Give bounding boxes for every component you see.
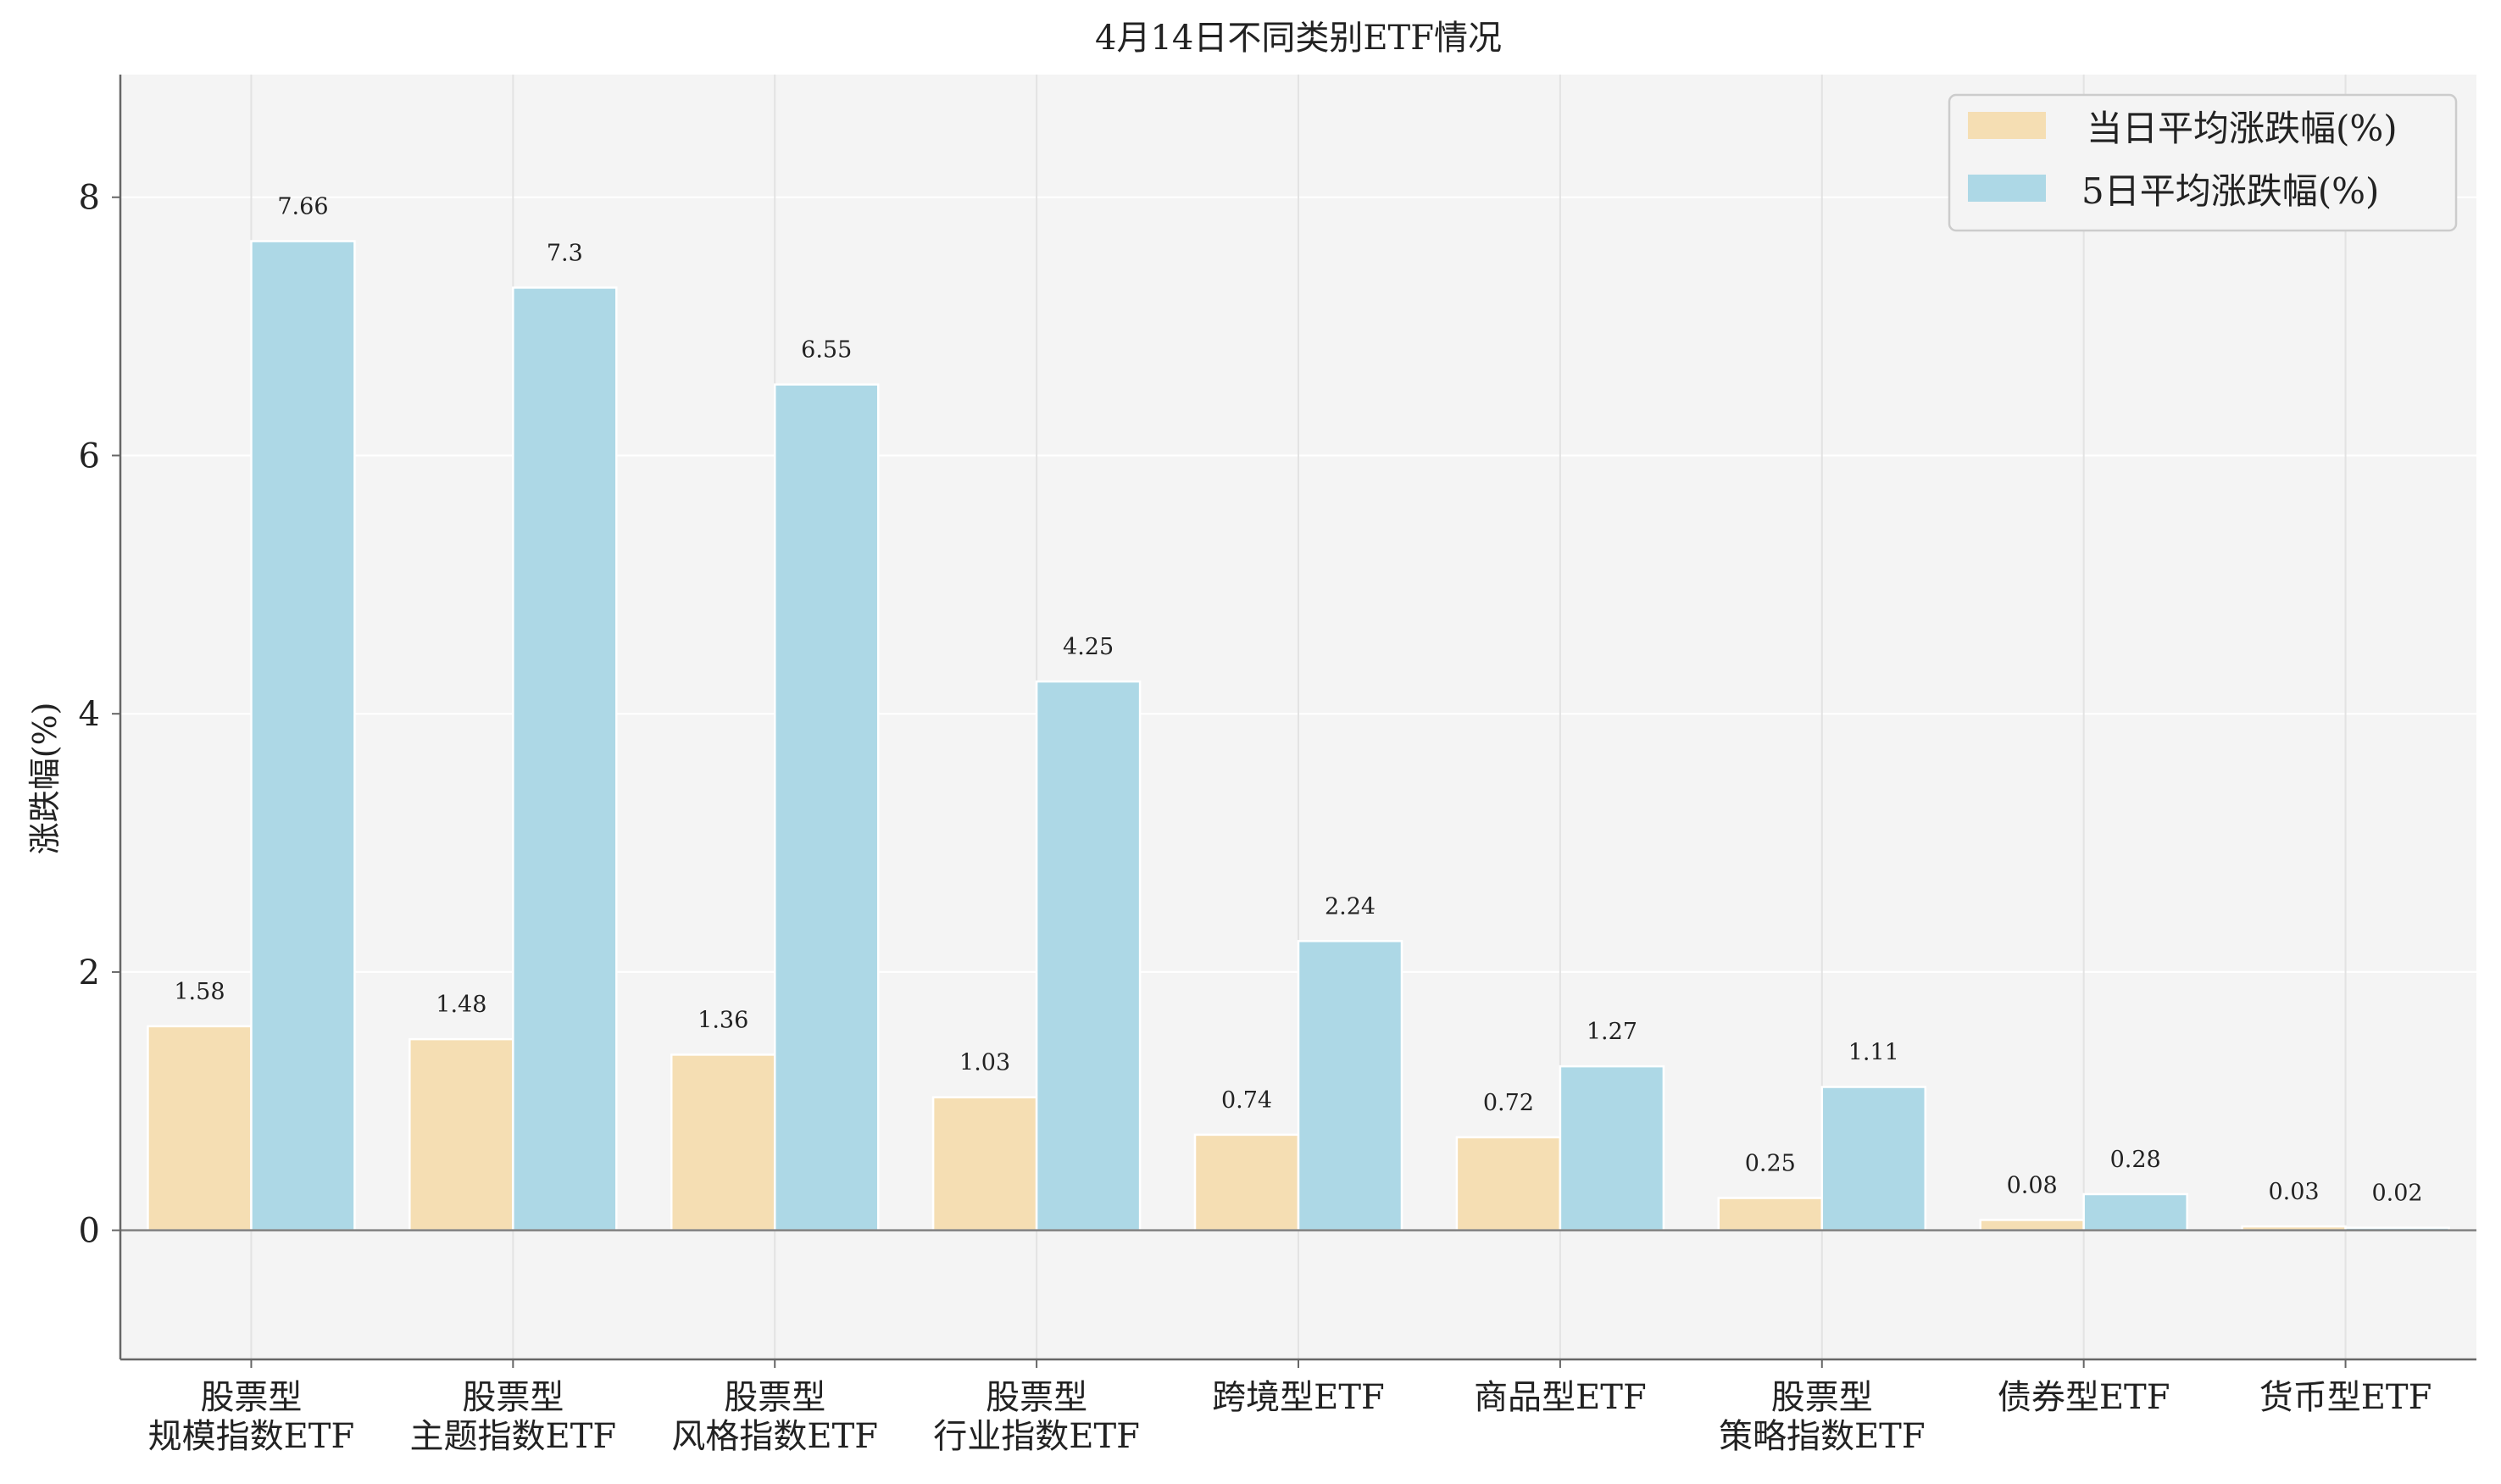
data-label: 1.27: [1587, 1019, 1637, 1045]
legend-label-daily: 当日平均涨跌幅(%): [2087, 108, 2398, 149]
data-label: 4.25: [1063, 634, 1114, 660]
y-axis-label: 涨跌幅(%): [26, 702, 64, 854]
bar-daily: [1193, 1133, 1300, 1231]
x-tick-label: 规模指数ETF: [148, 1417, 355, 1456]
data-label: 0.74: [1221, 1087, 1272, 1114]
bar-5day: [1820, 1086, 1927, 1231]
y-tick-label: 0: [79, 1212, 100, 1251]
bar-daily: [1979, 1219, 2085, 1231]
bar-5day: [1035, 680, 1142, 1231]
data-labels: 1.58 1.48 1.36 1.03 0.74 0.72 0.25 0.08 0.03 7.66…: [174, 194, 2422, 1207]
bar-daily: [1717, 1197, 1824, 1231]
data-label: 1.36: [698, 1007, 748, 1033]
legend-label-5day: 5日平均涨跌幅(%): [2081, 170, 2379, 212]
x-tick-label: 风格指数ETF: [671, 1417, 878, 1456]
x-tick-label: 商品型ETF: [1474, 1378, 1647, 1417]
data-label: 1.11: [1848, 1040, 1899, 1066]
bar-5day: [1559, 1064, 1665, 1231]
x-tick-label: 跨境型ETF: [1212, 1378, 1385, 1417]
data-label: 0.72: [1483, 1090, 1534, 1116]
data-label: 1.58: [174, 979, 225, 1005]
data-label: 0.28: [2110, 1147, 2161, 1173]
data-label: 1.48: [436, 992, 486, 1018]
data-label: 0.02: [2371, 1181, 2422, 1207]
y-tick-label: 6: [79, 436, 100, 475]
x-tick-label: 股票型: [200, 1378, 302, 1417]
y-tick-label: 2: [79, 953, 100, 992]
bar-daily: [670, 1053, 776, 1231]
bar-5day: [1297, 940, 1403, 1231]
bar-5day: [250, 240, 356, 1231]
chart-title: 4月14日不同类别ETF情况: [1095, 19, 1502, 58]
x-tick-label: 策略指数ETF: [1719, 1417, 1926, 1456]
legend-swatch-5day: [1968, 175, 2046, 202]
x-tick-label: 股票型: [724, 1378, 825, 1417]
data-label: 7.3: [547, 240, 583, 266]
y-tick-label: 8: [79, 179, 100, 218]
axes: 02468股票型规模指数ETF股票型主题指数ETF股票型风格指数ETF股票型行业…: [79, 75, 2476, 1456]
y-tick-label: 4: [79, 695, 100, 734]
bar-daily: [147, 1025, 253, 1231]
data-label: 1.03: [959, 1050, 1010, 1076]
legend-swatch-daily: [1968, 112, 2046, 139]
bar-5day: [512, 286, 618, 1231]
bar-5day: [2082, 1192, 2188, 1231]
x-tick-label: 股票型: [462, 1378, 564, 1417]
bar-5day: [773, 383, 880, 1231]
x-tick-label: 债券型ETF: [1998, 1378, 2170, 1417]
legend: 当日平均涨跌幅(%) 5日平均涨跌幅(%): [1948, 93, 2458, 232]
x-tick-label: 主题指数ETF: [410, 1417, 617, 1456]
data-label: 0.25: [1745, 1151, 1796, 1177]
data-label: 6.55: [801, 337, 852, 364]
data-label: 2.24: [1325, 893, 1376, 920]
x-tick-label: 股票型: [1771, 1378, 1873, 1417]
data-label: 0.08: [2007, 1172, 2058, 1198]
x-tick-label: 股票型: [986, 1378, 1087, 1417]
bar-daily: [408, 1037, 514, 1231]
data-label: 7.66: [277, 194, 328, 220]
x-tick-label: 货币型ETF: [2259, 1378, 2432, 1417]
bar-daily: [1455, 1136, 1562, 1231]
data-label: 0.03: [2268, 1179, 2319, 1205]
bars: [147, 240, 2450, 1231]
legend-box: [1948, 93, 2458, 232]
bar-daily: [931, 1096, 1038, 1231]
x-tick-label: 行业指数ETF: [933, 1417, 1140, 1456]
